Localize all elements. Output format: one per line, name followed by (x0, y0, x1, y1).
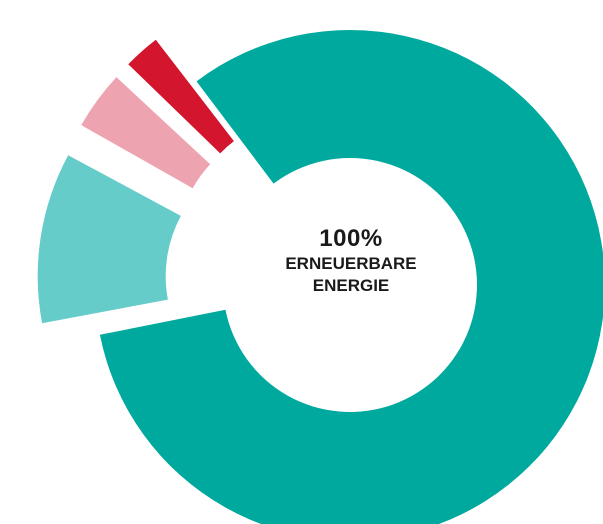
center-text-line-1: ERNEUERBARE (285, 254, 417, 273)
donut-slice-1 (99, 30, 603, 524)
center-label: 100% ERNEUERBARE ENERGIE (241, 225, 461, 297)
center-text-line-2: ENERGIE (312, 276, 390, 295)
donut-slice-3 (81, 77, 211, 189)
donut-slice-4 (128, 39, 234, 154)
donut-slice-2 (37, 155, 181, 324)
center-value-label: 100% (319, 225, 383, 252)
